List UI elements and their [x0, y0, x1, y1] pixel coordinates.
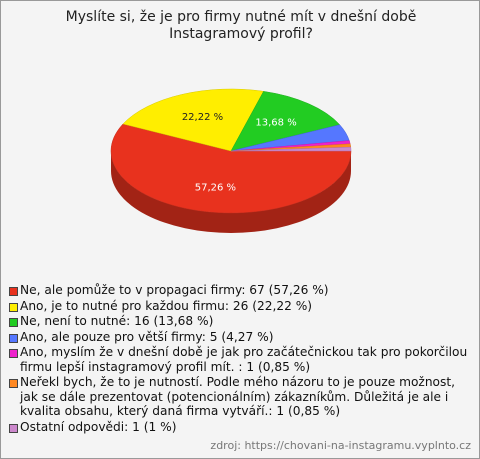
legend-label: Ostatní odpovědi: 1 (1 %) [20, 419, 177, 434]
legend-swatch [9, 349, 18, 358]
legend-swatch [9, 302, 18, 312]
legend-label: Ne, není to nutné: 16 (13,68 %) [20, 314, 214, 328]
data-label: 13,68 % [255, 118, 296, 129]
legend-label: Ano, je to nutné pro každou firmu: 26 (2… [20, 298, 313, 313]
legend-swatch [9, 318, 18, 327]
legend-swatch [9, 379, 18, 388]
legend-item: Ano, je to nutné pro každou firmu: 26 (2… [9, 299, 471, 314]
slice [230, 91, 341, 152]
legend-item: Ano, myslím že v dnešní době je jak pro … [9, 345, 471, 374]
slice-side [111, 151, 351, 233]
slice [122, 88, 264, 152]
legend-item: Neřekl bych, že to je nutností. Podle mé… [9, 375, 471, 419]
data-label: 22,22 % [182, 112, 223, 123]
legend-swatch [9, 423, 18, 433]
data-label: 57,26 % [195, 182, 236, 193]
pie-area: 57,26 % 22,22 % 13,68 % [110, 88, 352, 233]
legend-swatch [9, 333, 18, 343]
legend-swatch [9, 287, 18, 296]
legend: Ne, ale pomůže to v propagaci firmy: 67 … [9, 283, 471, 435]
chart-title: Myslíte si, že je pro firmy nutné mít v … [65, 9, 417, 42]
legend-item: Ne, není to nutné: 16 (13,68 %) [9, 314, 471, 329]
legend-label: Neřekl bych, že to je nutností. Podle mé… [20, 375, 456, 418]
legend-item: Ano, ale pouze pro větší firmy: 5 (4,27 … [9, 330, 471, 345]
legend-label: Ano, ale pouze pro větší firmy: 5 (4,27 … [20, 329, 274, 344]
legend-item: Ostatní odpovědi: 1 (1 %) [9, 420, 471, 435]
legend-item: Ne, ale pomůže to v propagaci firmy: 67 … [9, 283, 471, 298]
legend-label: Ne, ale pomůže to v propagaci firmy: 67 … [20, 283, 329, 297]
legend-label: Ano, myslím že v dnešní době je jak pro … [20, 345, 468, 374]
slice [230, 146, 352, 152]
slice [110, 123, 352, 214]
source: zdroj: https://chovani-na-instagramu.vyp… [210, 439, 471, 452]
